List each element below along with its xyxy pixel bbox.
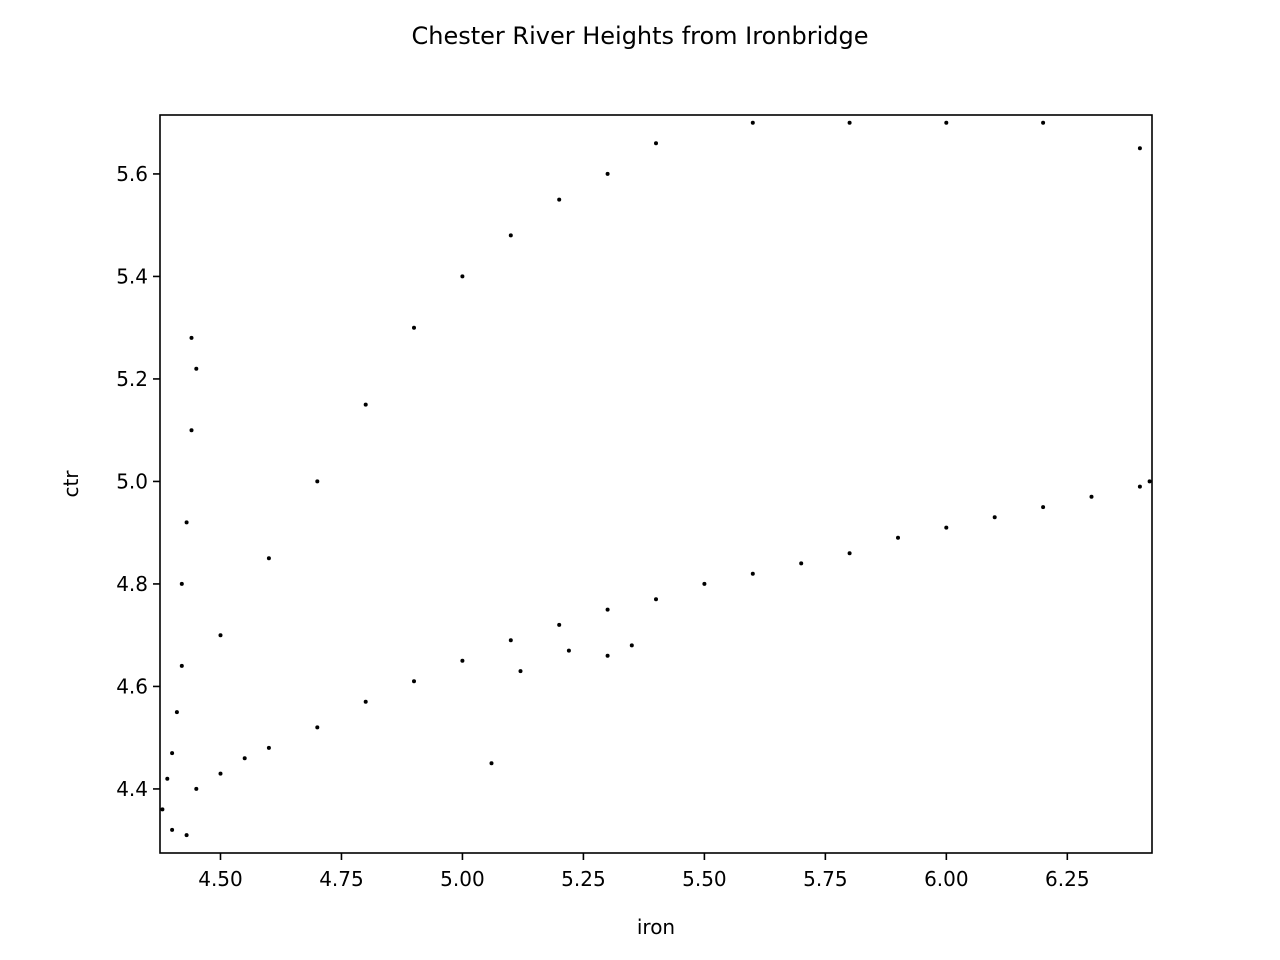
data-point: [189, 335, 194, 340]
data-point: [750, 571, 755, 576]
y-tick-label: 5.2: [116, 367, 148, 391]
data-point: [194, 786, 199, 791]
data-point: [460, 658, 465, 663]
data-point: [992, 515, 997, 520]
data-point: [508, 233, 513, 238]
x-tick-label: 6.25: [1045, 867, 1090, 891]
data-point: [847, 120, 852, 125]
y-tick-label: 4.8: [116, 572, 148, 596]
data-point: [566, 648, 571, 653]
data-point: [557, 197, 562, 202]
data-point: [218, 633, 223, 638]
data-point: [170, 827, 175, 832]
data-point: [557, 622, 562, 627]
data-point: [605, 607, 610, 612]
data-point: [605, 171, 610, 176]
data-point: [184, 833, 189, 838]
data-point: [174, 710, 179, 715]
data-point: [1041, 120, 1046, 125]
data-point: [1089, 494, 1094, 499]
data-point: [750, 120, 755, 125]
x-tick-label: 5.75: [803, 867, 848, 891]
data-point: [179, 663, 184, 668]
data-point: [184, 520, 189, 525]
data-point: [654, 141, 658, 146]
data-point: [896, 535, 900, 540]
data-point: [363, 402, 368, 407]
y-axis-label: ctr: [59, 470, 83, 498]
data-point: [460, 274, 465, 279]
plot-frame: [159, 114, 1153, 854]
data-point: [629, 643, 634, 648]
data-point: [170, 751, 175, 756]
x-axis-label: iron: [637, 915, 675, 939]
data-point: [412, 325, 416, 330]
data-point: [1137, 146, 1142, 151]
data-point: [266, 745, 271, 750]
data-point: [242, 756, 247, 761]
x-tick-label: 5.00: [440, 867, 485, 891]
y-tick-label: 5.6: [116, 162, 148, 186]
data-point: [1137, 484, 1142, 489]
data-point: [702, 581, 707, 586]
data-point: [194, 366, 199, 371]
data-point: [508, 638, 513, 643]
data-point: [315, 725, 320, 730]
data-point: [315, 479, 320, 484]
data-point: [218, 771, 223, 776]
y-tick-label: 4.6: [116, 674, 148, 698]
data-point: [799, 561, 804, 566]
data-point: [1147, 479, 1152, 484]
data-point: [160, 807, 165, 812]
data-point: [1041, 505, 1046, 510]
data-point: [605, 653, 610, 658]
y-tick-label: 5.0: [116, 469, 148, 493]
x-tick-label: 5.50: [682, 867, 727, 891]
data-point: [489, 761, 494, 766]
x-tick-label: 5.25: [561, 867, 606, 891]
data-point: [654, 597, 658, 602]
data-point: [165, 776, 170, 781]
y-tick-label: 5.4: [116, 264, 148, 288]
x-tick-label: 6.00: [924, 867, 969, 891]
data-point: [179, 581, 184, 586]
data-point: [412, 679, 416, 684]
x-tick-label: 4.50: [198, 867, 243, 891]
data-point: [944, 120, 949, 125]
y-tick-label: 4.4: [116, 777, 148, 801]
data-point: [518, 669, 523, 674]
data-point: [189, 428, 194, 433]
data-point: [266, 556, 271, 561]
data-point: [363, 699, 368, 704]
chart-title: Chester River Heights from Ironbridge: [412, 22, 869, 50]
x-axis: 4.50 4.75 5.00 5.25 5.50 5.75 6.00 6.25: [198, 853, 1090, 891]
y-axis: 4.4 4.6 4.8 5.0 5.2 5.4 5.6: [116, 162, 160, 801]
x-tick-label: 4.75: [319, 867, 364, 891]
data-point: [944, 525, 949, 530]
scatter-points: [160, 120, 1152, 838]
data-point: [847, 551, 852, 556]
